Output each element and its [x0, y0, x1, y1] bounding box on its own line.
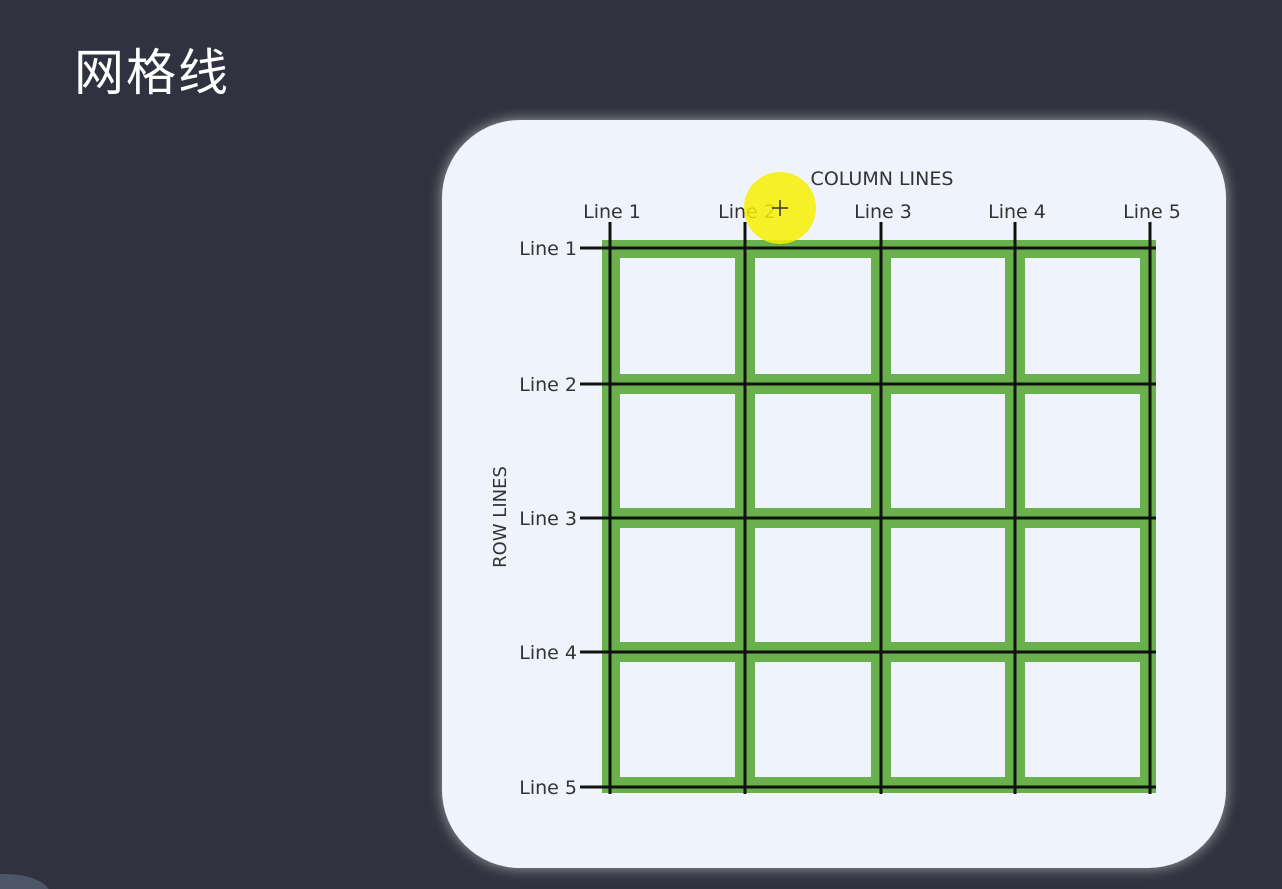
corner-decoration	[0, 874, 50, 889]
slide-title: 网格线	[74, 44, 230, 102]
diagram-card	[442, 120, 1226, 868]
